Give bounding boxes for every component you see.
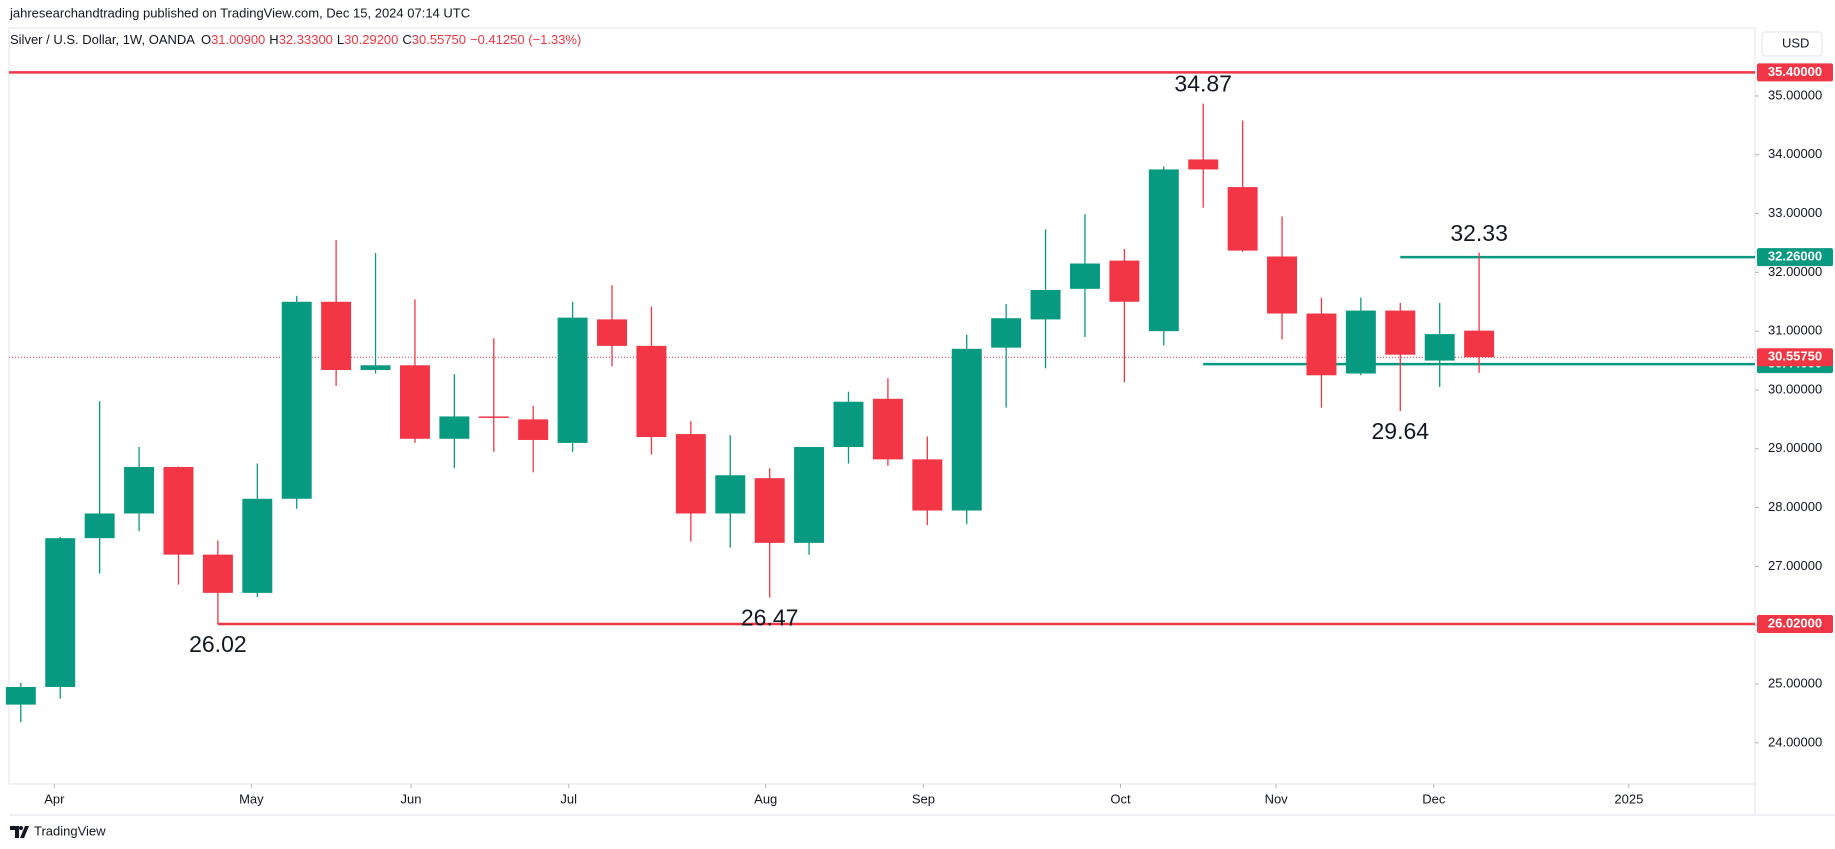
legend-key: O — [201, 32, 211, 47]
candle-body — [872, 398, 903, 460]
candle-body — [754, 478, 785, 543]
x-tick-label: Dec — [1422, 791, 1446, 806]
level-box — [1757, 63, 1833, 82]
candle-body — [1148, 169, 1179, 332]
candle-body — [1070, 263, 1100, 289]
footer-brand: TradingView — [34, 823, 106, 838]
candle-body — [1306, 313, 1337, 376]
y-tick-label: 30.00000 — [1768, 381, 1822, 396]
currency: USD — [1782, 35, 1809, 50]
y-tick-label: 27.00000 — [1768, 558, 1822, 573]
x-tick-label: May — [239, 791, 264, 806]
legend-key: L — [337, 32, 344, 47]
level-box — [1757, 615, 1833, 634]
candle-body — [163, 467, 194, 555]
candle-body — [360, 365, 391, 370]
x-tick-label: Nov — [1265, 791, 1289, 806]
legend-value: 30.55750 — [412, 32, 466, 47]
price-annotation: 34.87 — [1174, 71, 1232, 97]
y-tick-label: 31.00000 — [1768, 323, 1822, 338]
last-price-label: 30.55750 — [1768, 349, 1822, 364]
price-annotation: 26.47 — [741, 605, 799, 631]
candle-body — [951, 348, 982, 511]
candle-body — [1030, 290, 1061, 320]
candle-body — [675, 434, 706, 514]
candle-body — [557, 317, 588, 443]
candle-body — [597, 319, 627, 346]
y-tick-label: 33.00000 — [1768, 205, 1822, 220]
level-box — [1757, 248, 1833, 267]
price-annotation: 32.33 — [1450, 220, 1508, 246]
candle-body — [991, 318, 1022, 348]
level-label: 35.40000 — [1768, 64, 1822, 79]
last-price-box — [1757, 348, 1833, 367]
legend-key: C — [402, 32, 411, 47]
legend: Silver / U.S. Dollar, 1W, OANDA O31.00900… — [10, 32, 581, 47]
legend-value: 32.33300 — [279, 32, 333, 47]
level-label: 32.26000 — [1768, 249, 1822, 264]
y-tick-label: 28.00000 — [1768, 499, 1822, 514]
legend-symbol: Silver / U.S. Dollar, 1W, OANDA — [10, 32, 195, 47]
x-tick-label: Jul — [560, 791, 577, 806]
candle-body — [281, 301, 312, 499]
level-label: 26.02000 — [1768, 615, 1822, 630]
candle-body — [478, 416, 509, 418]
x-tick-label: Sep — [912, 791, 935, 806]
legend-value: 30.29200 — [344, 32, 398, 47]
x-tick-label: 2025 — [1614, 791, 1643, 806]
x-tick-label: Oct — [1110, 791, 1131, 806]
candle-body — [794, 447, 825, 543]
currency-box — [1761, 31, 1823, 57]
candle-body — [202, 554, 233, 593]
candle-body — [1385, 310, 1416, 355]
x-tick-label: Apr — [44, 791, 65, 806]
y-tick-label: 32.00000 — [1768, 264, 1822, 279]
y-tick-label: 35.00000 — [1768, 87, 1822, 102]
candle-body — [636, 345, 667, 438]
candle-body — [833, 401, 864, 448]
candle-body — [518, 419, 549, 440]
candle-body — [715, 475, 746, 514]
candle-body — [912, 459, 943, 511]
candle-body — [45, 538, 76, 687]
x-tick-label: Aug — [754, 791, 777, 806]
candle-body — [1424, 334, 1455, 361]
candle-body — [1227, 187, 1258, 251]
candle-body — [242, 498, 273, 593]
candle-body — [1345, 310, 1376, 374]
publisher: jahresearchandtrading published on Tradi… — [9, 5, 470, 20]
tradingview-logo — [10, 826, 29, 838]
price-annotation: 29.64 — [1372, 418, 1430, 444]
y-tick-label: 24.00000 — [1768, 734, 1822, 749]
y-tick-label: 25.00000 — [1768, 675, 1822, 690]
candle-body — [439, 416, 470, 439]
x-tick-label: Jun — [401, 791, 422, 806]
legend-key: H — [269, 32, 278, 47]
candle-body — [1267, 256, 1298, 314]
candle-body — [321, 301, 352, 370]
price-annotation: 26.02 — [189, 631, 247, 657]
legend-change: −0.41250 (−1.33%) — [470, 32, 581, 47]
candle-body — [1188, 159, 1219, 170]
y-tick-label: 34.00000 — [1768, 146, 1822, 161]
legend-value: 31.00900 — [211, 32, 265, 47]
legend-text: Silver / U.S. Dollar, 1W, OANDA O31.00900… — [10, 32, 581, 47]
candle-body — [124, 467, 155, 514]
candle-body — [1464, 330, 1495, 358]
y-tick-label: 29.00000 — [1768, 440, 1822, 455]
candle-body — [84, 513, 115, 539]
candle-body — [5, 686, 36, 705]
candle-body — [399, 365, 430, 439]
candle-body — [1109, 260, 1140, 302]
